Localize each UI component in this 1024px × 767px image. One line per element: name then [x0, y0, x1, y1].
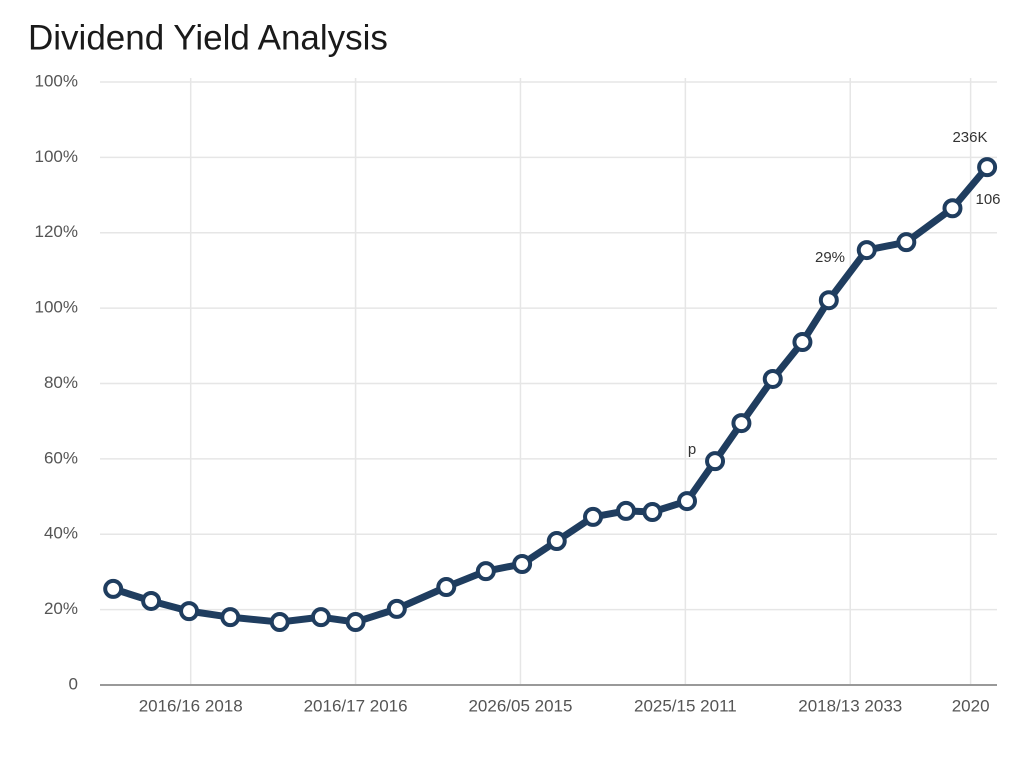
data-point [269, 612, 290, 633]
y-tick-label: 100% [35, 298, 78, 317]
data-point [475, 561, 496, 582]
data-point [141, 590, 162, 611]
data-point [896, 232, 917, 253]
x-tick-label: 2020 [952, 696, 990, 715]
annotation: p [688, 441, 696, 458]
data-point [731, 413, 752, 434]
x-tick-label: 2016/17 2016 [304, 696, 408, 715]
data-point [615, 500, 636, 521]
y-tick-label: 80% [44, 373, 78, 392]
chart-title: Dividend Yield Analysis [28, 18, 388, 57]
data-point [345, 612, 366, 633]
data-point [386, 598, 407, 619]
data-point [103, 578, 124, 599]
y-tick-label: 0 [69, 674, 78, 693]
data-point [977, 157, 998, 178]
data-point [512, 554, 533, 575]
data-point [762, 368, 783, 389]
data-point [220, 607, 241, 628]
data-line [112, 164, 990, 626]
y-tick-label: 100% [35, 71, 78, 90]
x-tick-label: 2025/15 2011 [634, 696, 737, 715]
data-point [179, 601, 200, 622]
data-point [856, 240, 877, 261]
annotation: 236K [952, 129, 987, 146]
y-tick-label: 20% [44, 599, 78, 618]
y-tick-label: 40% [44, 524, 78, 543]
data-point [818, 290, 839, 311]
data-point [436, 577, 457, 598]
data-point [677, 491, 698, 512]
data-point [942, 198, 963, 219]
data-point [310, 607, 331, 628]
x-tick-label: 2016/16 2018 [139, 696, 243, 715]
y-tick-label: 120% [35, 222, 78, 241]
data-point [642, 502, 663, 523]
y-tick-label: 60% [44, 448, 78, 467]
x-tick-label: 2026/05 2015 [468, 696, 572, 715]
data-point [583, 506, 604, 527]
data-point [792, 332, 813, 353]
y-tick-label: 100% [35, 147, 78, 166]
annotation: 29% [815, 249, 845, 266]
x-tick-label: 2018/13 2033 [798, 696, 902, 715]
data-point [546, 531, 567, 552]
data-point [705, 451, 726, 472]
annotation: 106 [975, 191, 1000, 208]
